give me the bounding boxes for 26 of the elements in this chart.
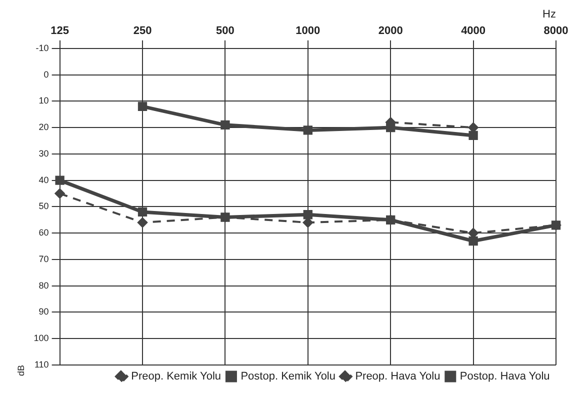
y-tick-label: 110 [34,359,49,370]
y-tick-label: 100 [34,333,49,344]
x-tick-label: 2000 [378,24,403,37]
x-tick-label: 4000 [461,24,486,37]
y-axis-title: dB [16,365,26,376]
y-tick-label: -10 [36,42,49,53]
y-tick-label: 10 [38,96,49,106]
y-tick-label: 60 [38,228,49,238]
legend-label: Postop. Kemik Yolu [240,370,336,383]
legend-label: Preop. Kemik Yolu [131,370,222,383]
y-tick-label: 50 [38,201,49,212]
legend-label: Postop. Hava Yolu [460,370,550,383]
x-tick-label: 1000 [296,24,320,37]
y-tick-label: 20 [38,122,49,132]
y-tick-label: 90 [38,306,49,317]
x-axis-title: Hz [542,8,556,21]
y-tick-label: 0 [44,69,49,80]
y-tick-label: 40 [38,174,49,185]
y-tick-label: 80 [38,280,49,290]
y-tick-label: 70 [38,254,49,264]
x-tick-label: 8000 [544,24,568,37]
x-tick-label: 500 [216,24,234,37]
x-tick-label: 250 [133,24,152,37]
legend-label: Preop. Hava Yolu [355,370,440,383]
x-tick-label: 125 [50,24,69,37]
y-tick-label: 30 [38,148,49,158]
